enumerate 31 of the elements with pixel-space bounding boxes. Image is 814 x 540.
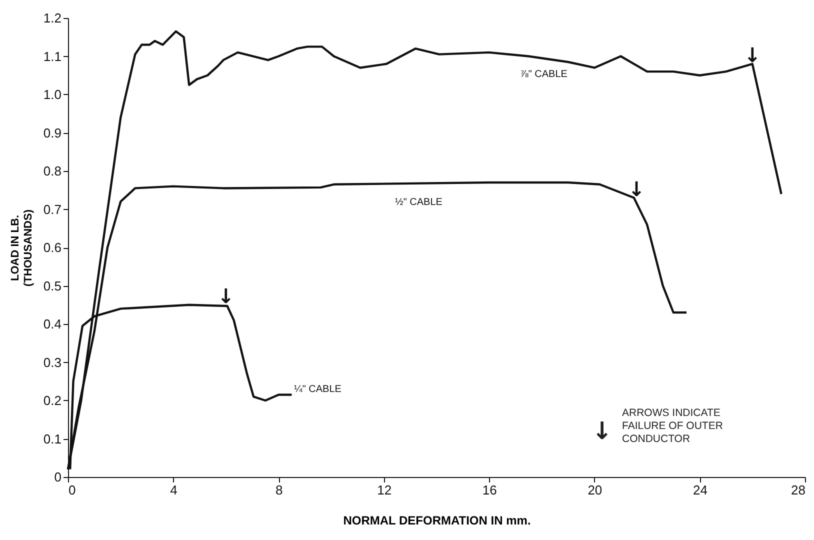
- annotation: ↓: [744, 42, 761, 67]
- x-axis-title: NORMAL DEFORMATION IN mm.: [343, 514, 531, 528]
- y-tick-label: 0.7: [43, 202, 62, 217]
- x-tick-label: 28: [791, 482, 806, 498]
- y-tick-label: 1.1: [43, 48, 62, 64]
- x-tick-label: 4: [170, 482, 178, 498]
- x-tick-label: 24: [692, 482, 708, 498]
- annotation: ↓: [628, 176, 645, 201]
- y-tick-label: 0.9: [43, 125, 62, 140]
- x-tick-label: 0: [68, 482, 76, 498]
- y-tick-label: 0.2: [43, 393, 62, 408]
- y-tick-label: 1.2: [43, 10, 62, 26]
- y-tick-label: 0: [54, 470, 62, 484]
- y-axis-title: LOAD IN LB. (THOUSANDS): [9, 209, 34, 286]
- y-tick-label: 0.5: [43, 278, 62, 294]
- series-label: ¼" CABLE: [294, 384, 342, 395]
- x-tick-label: 12: [377, 482, 392, 498]
- y-tick-label: 0.6: [43, 240, 62, 255]
- y-tick-label: 0.1: [43, 431, 62, 446]
- y-tick-label: 0.8: [43, 164, 62, 178]
- x-tick-label: 16: [482, 482, 497, 498]
- annotation: ARROWS INDICATE FAILURE OF OUTER CONDUCTOR: [622, 407, 724, 445]
- x-tick-label: 20: [588, 482, 602, 498]
- y-tick-label: 1.0: [43, 87, 62, 102]
- x-tick-label: 8: [275, 482, 283, 498]
- series-label: ⅞" CABLE: [520, 69, 568, 80]
- series-label: ½" CABLE: [395, 197, 443, 208]
- y-tick-label: 0.3: [43, 354, 62, 370]
- annotation: ↓: [592, 417, 612, 445]
- y-tick-label: 0.4: [43, 316, 62, 332]
- annotation: ↓: [218, 284, 234, 308]
